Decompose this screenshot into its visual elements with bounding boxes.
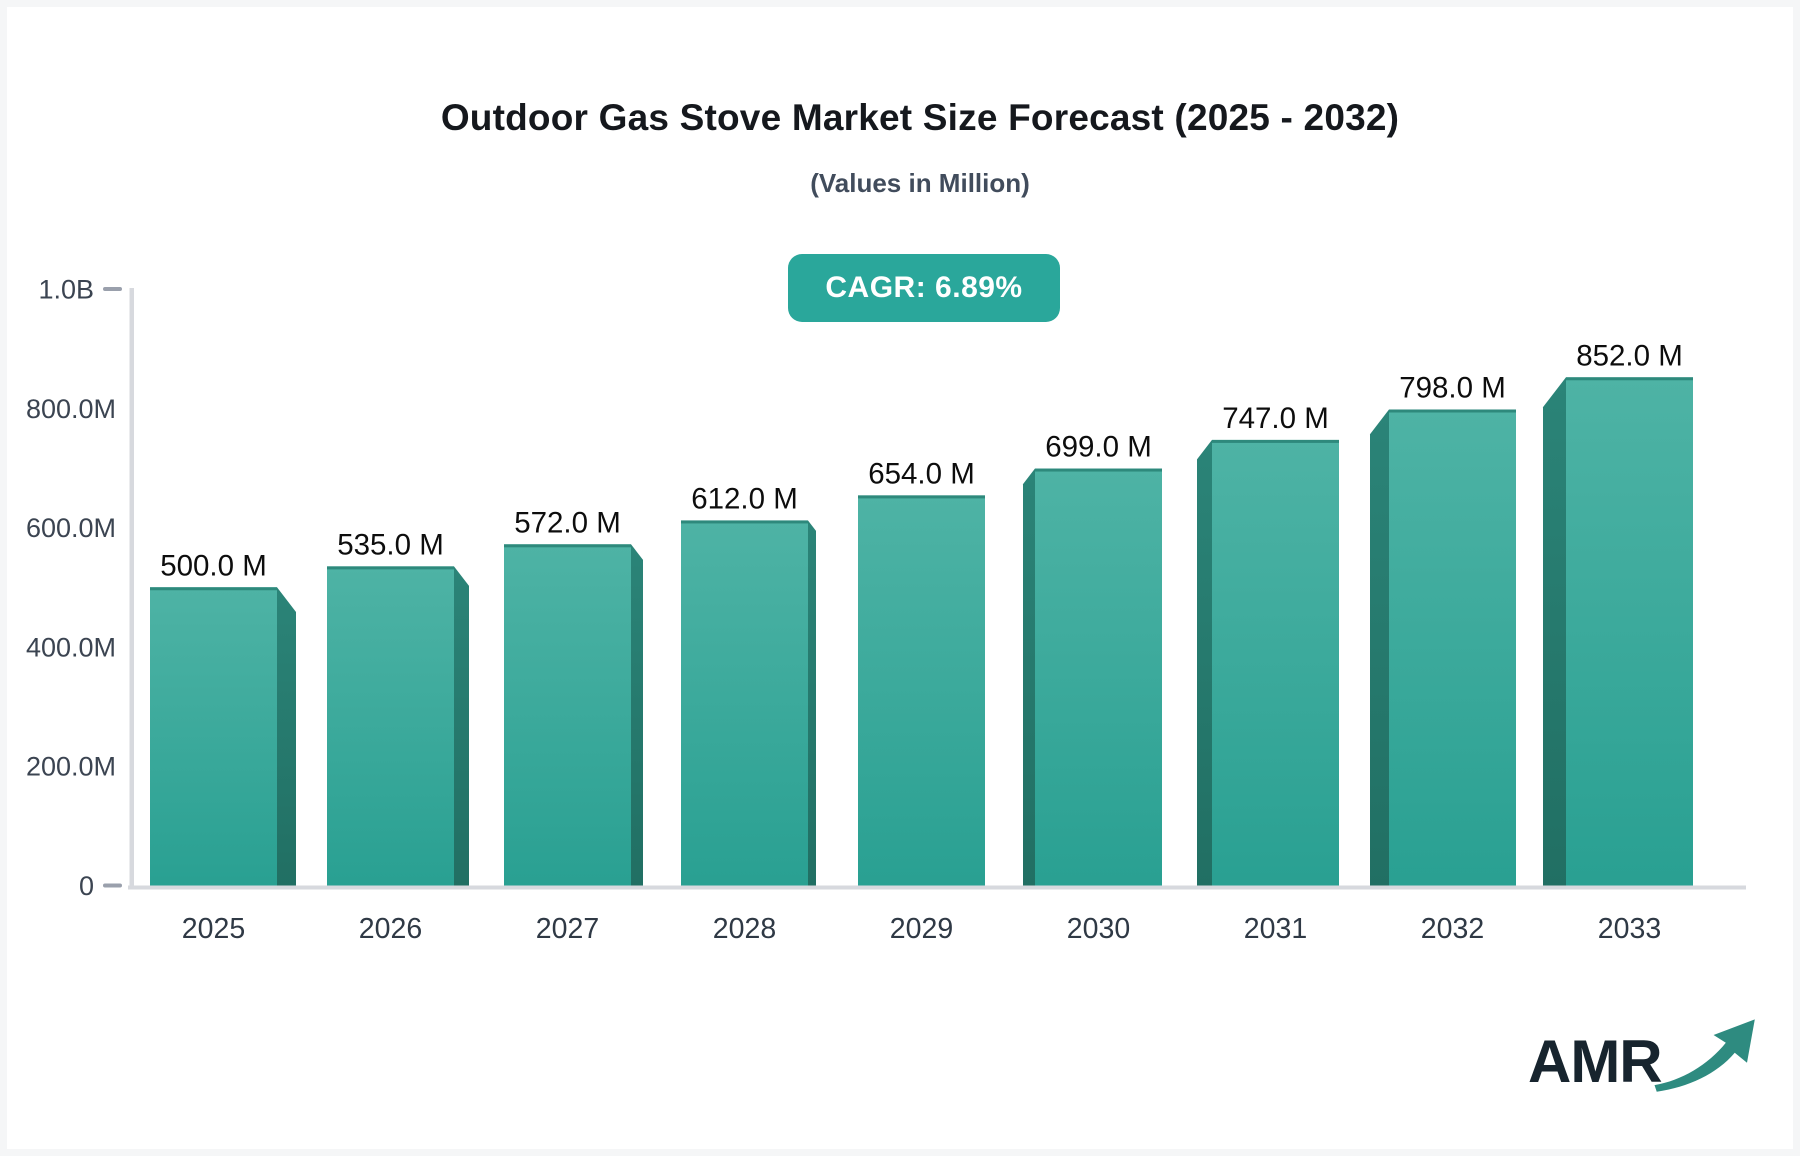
bar-value-label: 500.0 M [160,549,267,582]
y-axis-tick-label: 600.0M [26,513,116,543]
bar-group: 699.0 M 2030 [1023,431,1162,945]
bar-top-edge [504,544,631,548]
bar-front-face [1212,439,1339,887]
x-axis-label: 2031 [1244,913,1307,945]
bar-front-face [327,566,454,887]
bar-top-edge [681,520,808,524]
amr-logo-text: AMR [1528,1028,1663,1095]
bar-group: 852.0 M 2033 [1543,339,1693,945]
y-axis-tick-label: 0 [79,871,94,901]
bar-value-label: 747.0 M [1222,402,1329,435]
y-tick [103,883,122,888]
bar-top-edge [1566,377,1693,381]
bar-group: 535.0 M 2026 [327,528,469,945]
bar-value-label: 798.0 M [1399,371,1506,404]
x-axis-label: 2032 [1421,913,1484,945]
bar-side-face [631,544,643,887]
bar-value-label: 612.0 M [691,482,798,515]
bar-group: 572.0 M 2027 [504,506,643,945]
bar-top-edge [858,495,985,499]
bar-side-face [1197,439,1212,887]
y-axis-tick-label: 800.0M [26,394,116,424]
bar-front-face [504,544,631,887]
bar-group: 654.0 M 2029 [858,457,985,945]
chart-title: Outdoor Gas Stove Market Size Forecast (… [440,97,1400,138]
bar-value-label: 535.0 M [337,528,444,561]
bar-front-face [150,587,277,887]
bar-front-face [858,495,985,887]
chart-subtitle: (Values in Million) [810,168,1030,198]
bar-front-face [1035,468,1162,887]
bar-top-edge [150,587,277,591]
x-axis-label: 2028 [713,913,776,945]
bar-top-edge [1389,409,1516,413]
bar-side-face [1543,377,1566,887]
bar-side-face [277,587,296,887]
bar-front-face [1566,377,1693,887]
x-axis-label: 2025 [182,913,245,945]
x-axis-line [128,885,1746,890]
bar-side-face [1370,409,1389,887]
bar-value-label: 852.0 M [1576,339,1683,372]
bar-group: 612.0 M 2028 [681,482,816,945]
y-axis-tick-label: 400.0M [26,632,116,662]
bar-value-label: 699.0 M [1045,431,1152,464]
bar-group: 500.0 M 2025 [150,549,296,945]
y-axis-line [129,288,134,890]
bar-top-edge [1212,439,1339,443]
x-axis-label: 2026 [359,913,422,945]
bar-top-edge [327,566,454,570]
bar-side-face [1023,468,1035,887]
y-axis-tick-label: 1.0B [38,275,94,305]
y-tick [103,287,122,291]
bar-side-face [454,566,469,887]
trend-up-arrow-icon [1654,1019,1755,1092]
bar-group: 747.0 M 2031 [1197,402,1339,945]
amr-logo: AMR [1528,1019,1764,1095]
x-axis-label: 2033 [1598,913,1661,945]
bar-value-label: 572.0 M [514,506,621,539]
x-axis-label: 2029 [890,913,953,945]
bar-front-face [681,520,808,887]
y-axis-tick-label: 200.0M [26,752,116,782]
bar-side-face [808,520,816,887]
bar-front-face [1389,409,1516,887]
x-axis-label: 2027 [536,913,599,945]
cagr-badge-label: CAGR: 6.89% [825,271,1023,304]
bar-group: 798.0 M 2032 [1370,371,1516,945]
bar-value-label: 654.0 M [868,457,975,490]
bar-top-edge [1035,468,1162,472]
x-axis-label: 2030 [1067,913,1130,945]
cagr-badge: CAGR: 6.89% [788,254,1060,322]
